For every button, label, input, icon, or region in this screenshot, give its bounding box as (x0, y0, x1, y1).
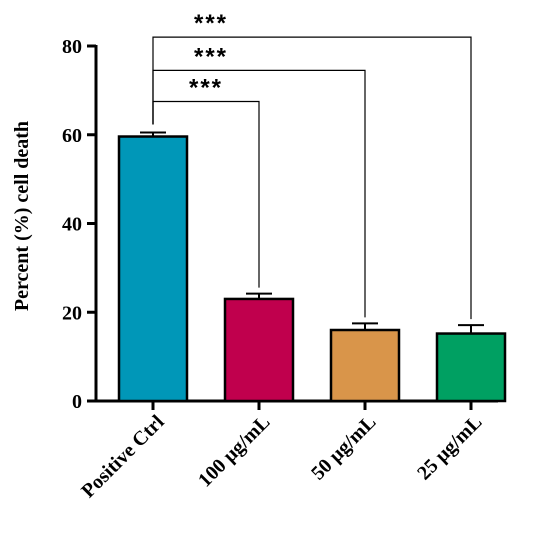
bar (435, 332, 507, 403)
x-tick-label: 100 μg/mL (194, 411, 275, 492)
x-tick-label: Positive Ctrl (77, 411, 169, 503)
bar (117, 135, 189, 403)
bar (329, 328, 401, 403)
significance-brackets: *** *** *** (152, 10, 472, 320)
significance-bracket (152, 36, 472, 320)
x-tick-label: 50 μg/mL (307, 411, 380, 484)
bars (117, 131, 507, 403)
x-tick-label: 25 μg/mL (413, 411, 486, 484)
y-tick-label: 40 (62, 214, 82, 236)
y-axis-title: Percent (%) cell death (11, 121, 33, 311)
significance-label: *** (194, 43, 228, 70)
y-tick-label: 20 (62, 302, 82, 324)
significance-label: *** (189, 74, 223, 101)
y-tick-label: 0 (72, 391, 82, 413)
y-tick-label: 60 (62, 125, 82, 147)
significance-label: *** (194, 10, 228, 37)
bar (223, 297, 295, 403)
y-tick-label: 80 (62, 36, 82, 58)
